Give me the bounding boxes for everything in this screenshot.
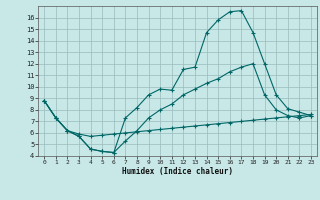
X-axis label: Humidex (Indice chaleur): Humidex (Indice chaleur) (122, 167, 233, 176)
